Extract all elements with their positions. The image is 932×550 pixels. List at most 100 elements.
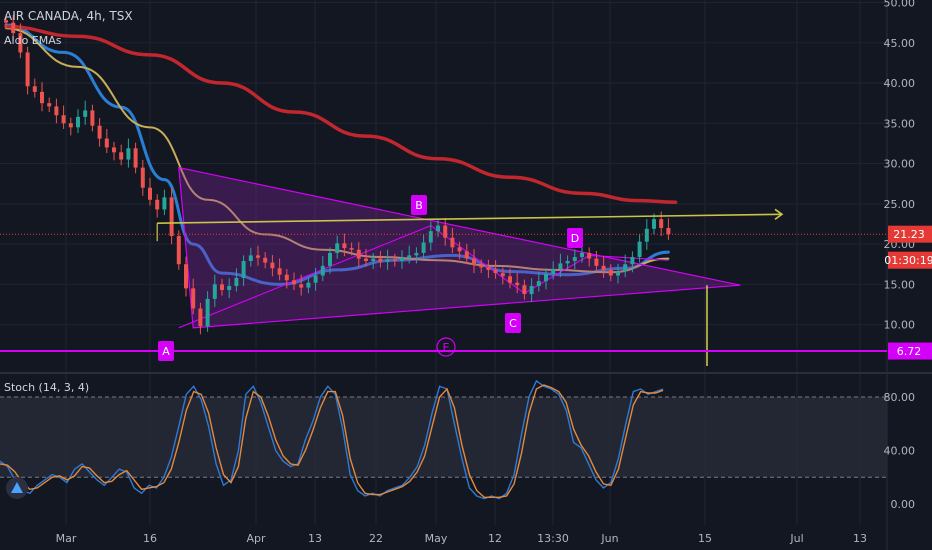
candle-body [616, 271, 620, 276]
candle-body [191, 288, 196, 309]
time-tick-label: 16 [143, 532, 157, 545]
candle-body [61, 115, 66, 124]
candle-body [630, 256, 635, 265]
candle-body [580, 252, 584, 257]
stoch-tick-label: 0.00 [891, 498, 916, 511]
candle [176, 230, 181, 270]
candle-body [385, 259, 390, 262]
candle-body [536, 281, 541, 286]
candle-body [652, 219, 656, 229]
pattern-label-C: C [505, 313, 521, 333]
candle-body [608, 269, 613, 276]
stoch-label[interactable]: Stoch (14, 3, 4) [4, 381, 89, 394]
price-axis: 50.0045.0040.0035.0030.0025.0020.0015.00… [56, 0, 932, 545]
header: AIR CANADA, 4h, TSX Aldo EMAs Stoch (14,… [4, 9, 133, 394]
candle [40, 82, 44, 112]
candle [227, 278, 232, 299]
pattern-label-box [567, 228, 583, 248]
candle-body [644, 228, 649, 242]
candle-body [299, 284, 304, 288]
candle-body [54, 106, 59, 116]
candle-body [263, 257, 268, 263]
indicator-label[interactable]: Aldo EMAs [4, 34, 62, 47]
candle [601, 256, 606, 278]
candle-body [284, 274, 289, 281]
candle-body [356, 249, 361, 259]
candle-body [500, 273, 505, 277]
time-tick-label: 13:30 [537, 532, 569, 545]
price-tick-label: 30.00 [884, 158, 916, 171]
candle [313, 267, 318, 291]
candle [54, 98, 59, 124]
candle-body [464, 251, 469, 259]
countdown-badge-box [888, 251, 932, 269]
candle [508, 268, 512, 289]
ema-line-3 [4, 24, 678, 204]
candle [630, 251, 635, 273]
candle [414, 247, 419, 264]
pattern-label-box [158, 341, 174, 361]
candle [392, 253, 397, 267]
candle [97, 118, 102, 147]
stoch-line-1 [0, 379, 664, 500]
candle-body [457, 247, 462, 252]
candle-body [320, 265, 325, 276]
stoch-lines [0, 379, 664, 500]
candle-body [176, 236, 181, 265]
candle [644, 219, 649, 250]
candle [378, 250, 383, 268]
pattern-label-text: A [162, 345, 170, 358]
candle [328, 247, 332, 274]
pattern-label-text: D [571, 232, 579, 245]
candle [443, 217, 448, 246]
candle-body [522, 285, 527, 295]
candle-body [313, 275, 318, 283]
time-tick-label: 12 [488, 532, 502, 545]
candle [212, 274, 217, 307]
candle [306, 277, 311, 294]
candle [320, 256, 325, 282]
candle-body [508, 276, 512, 283]
candle [623, 254, 628, 278]
candle-body [32, 86, 37, 92]
pattern-label-box [411, 195, 427, 215]
candle [565, 255, 570, 270]
time-tick-label: Mar [56, 532, 77, 545]
candle-body [407, 255, 412, 258]
stoch-tick-label: 80.00 [884, 391, 916, 404]
candle [76, 109, 80, 133]
candle [335, 235, 340, 259]
candle [270, 254, 275, 277]
time-tick-label: Apr [246, 532, 266, 545]
candle [421, 234, 426, 259]
candle-body [241, 261, 246, 278]
candle-body [198, 308, 203, 327]
candle-body [4, 20, 8, 23]
candle [198, 302, 203, 335]
candle-body [472, 258, 476, 266]
pattern-label-B: B [411, 195, 427, 215]
candle-body [184, 264, 188, 289]
drawing-tool-icon[interactable] [6, 477, 28, 499]
candle [587, 247, 592, 267]
price-tick-label: 25.00 [884, 198, 916, 211]
candle [558, 253, 563, 278]
candles [4, 14, 671, 335]
candle-body [371, 258, 376, 262]
candle [349, 242, 354, 256]
candle [284, 269, 289, 289]
candle [263, 252, 268, 269]
candle-body [119, 152, 124, 160]
candle-body [342, 243, 347, 249]
candle [407, 245, 412, 264]
candle [162, 189, 167, 216]
price-tick-label: 45.00 [884, 37, 916, 50]
candle-body [40, 91, 44, 104]
candle-body [47, 103, 52, 107]
candle [32, 78, 37, 98]
candle-body [587, 252, 592, 259]
candle-body [443, 225, 448, 238]
last-price-badge: 21.23 [888, 225, 932, 243]
candle [169, 187, 174, 245]
